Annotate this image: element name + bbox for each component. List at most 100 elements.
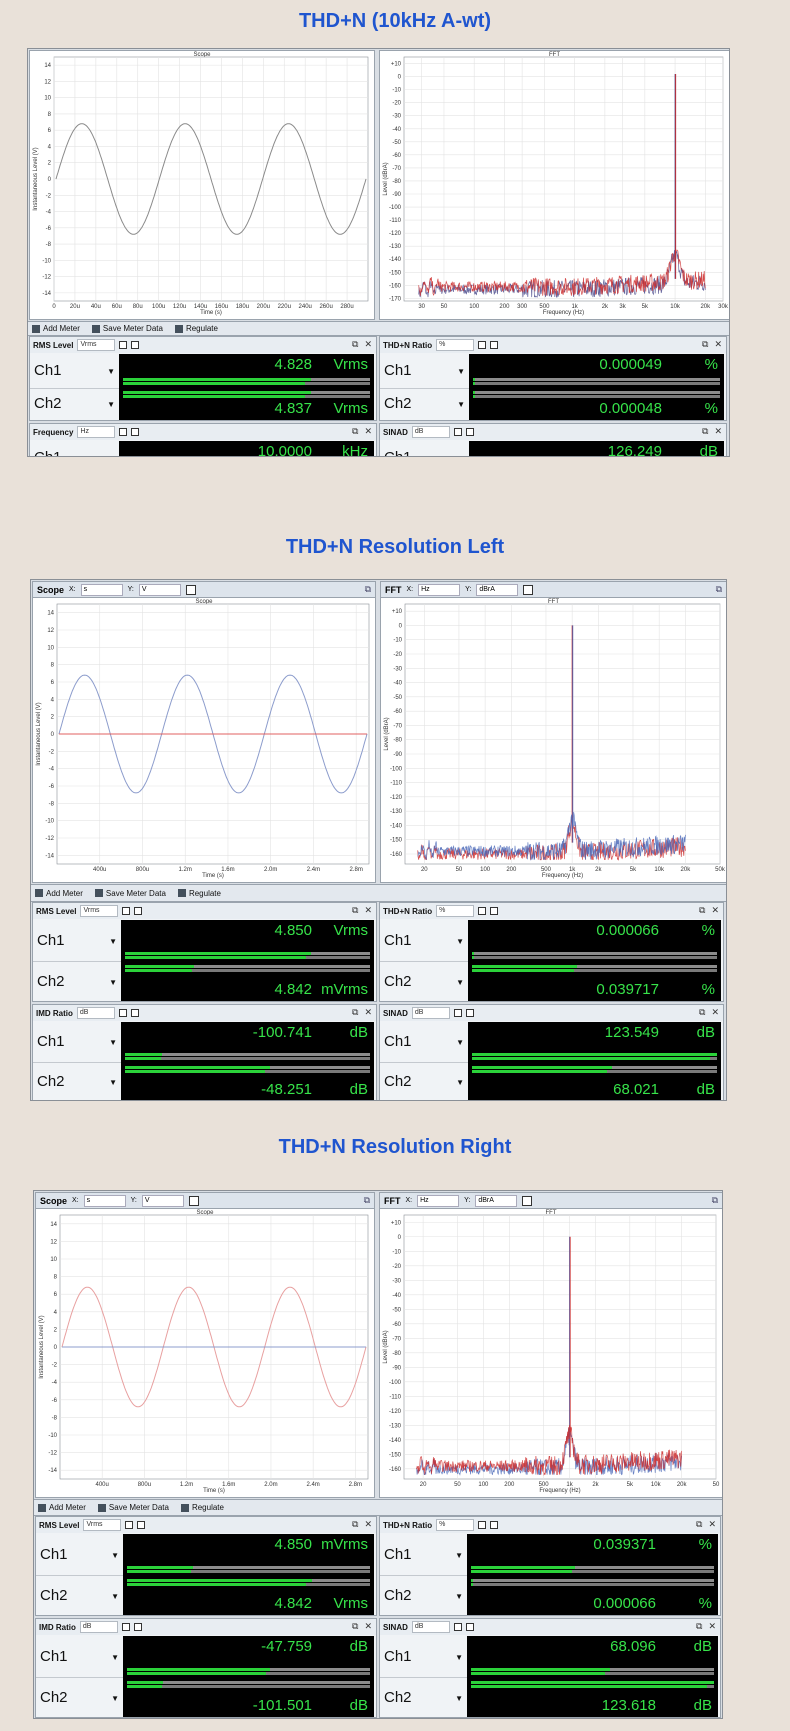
meter-unit-select[interactable]: dB	[76, 1007, 115, 1019]
chevron-down-icon[interactable]: ▼	[111, 1591, 119, 1601]
meter-unit-select[interactable]: dB	[411, 1621, 450, 1633]
x-unit-select[interactable]: s	[83, 1194, 126, 1207]
settings-icon[interactable]	[188, 1195, 199, 1206]
meter-unit-select[interactable]: dB	[411, 426, 450, 438]
meter-unit-select[interactable]: Hz	[77, 426, 116, 438]
save-meter-data-button[interactable]: Save Meter Data	[97, 1503, 169, 1512]
chevron-down-icon[interactable]: ▼	[455, 1652, 463, 1662]
chevron-down-icon[interactable]: ▼	[109, 1038, 117, 1047]
meter-menu-icon[interactable]	[118, 1009, 127, 1017]
regulate-button[interactable]: Regulate	[180, 1503, 224, 1512]
popout-icon[interactable]: ⧉	[363, 1195, 370, 1205]
channel-selector[interactable]: Ch1 ▼	[40, 1648, 119, 1665]
popout-icon[interactable]: ⧉	[702, 339, 709, 349]
popout-icon[interactable]: ⧉	[352, 1007, 359, 1017]
meter-settings-icon[interactable]	[137, 1521, 146, 1529]
channel-selector[interactable]: Ch2 ▼	[34, 395, 115, 412]
add-meter-button[interactable]: Add Meter	[38, 1503, 86, 1512]
channel-selector[interactable]: Ch1 ▼	[384, 1648, 463, 1665]
channel-selector[interactable]: Ch2 ▼	[384, 1689, 463, 1706]
chevron-down-icon[interactable]: ▼	[456, 977, 464, 987]
close-icon[interactable]: ✕	[711, 905, 719, 915]
close-icon[interactable]: ✕	[708, 1621, 716, 1631]
close-icon[interactable]: ✕	[714, 426, 722, 436]
chevron-down-icon[interactable]: ▼	[107, 454, 115, 456]
channel-selector[interactable]: Ch2 ▼	[384, 1073, 464, 1090]
chevron-down-icon[interactable]: ▼	[457, 366, 465, 376]
meter-settings-icon[interactable]	[134, 907, 143, 915]
x-unit-select[interactable]: s	[80, 583, 123, 596]
popout-icon[interactable]: ⧉	[699, 905, 706, 915]
chevron-down-icon[interactable]: ▼	[109, 936, 117, 946]
chevron-down-icon[interactable]: ▼	[456, 1078, 464, 1087]
chevron-down-icon[interactable]: ▼	[111, 1550, 119, 1560]
close-icon[interactable]: ✕	[364, 905, 372, 915]
close-icon[interactable]: ✕	[364, 1007, 372, 1017]
popout-icon[interactable]: ⧉	[352, 905, 359, 915]
channel-selector[interactable]: Ch1 ▼	[384, 932, 464, 949]
popout-icon[interactable]: ⧉	[696, 1621, 703, 1631]
channel-selector[interactable]: Ch1 ▼	[384, 449, 465, 456]
meter-settings-icon[interactable]	[490, 341, 499, 349]
close-icon[interactable]: ✕	[364, 1621, 372, 1631]
chevron-down-icon[interactable]: ▼	[455, 1591, 463, 1601]
regulate-button[interactable]: Regulate	[177, 889, 221, 898]
popout-icon[interactable]: ⧉	[352, 339, 359, 349]
chevron-down-icon[interactable]: ▼	[107, 366, 115, 376]
regulate-button[interactable]: Regulate	[174, 324, 218, 333]
popout-icon[interactable]: ⧉	[696, 1519, 703, 1529]
meter-menu-icon[interactable]	[453, 1009, 462, 1017]
channel-selector[interactable]: Ch2 ▼	[37, 1073, 117, 1090]
channel-selector[interactable]: Ch2 ▼	[384, 395, 465, 412]
meter-menu-icon[interactable]	[478, 1521, 487, 1529]
settings-icon[interactable]	[185, 584, 196, 595]
popout-icon[interactable]: ⧉	[699, 1007, 706, 1017]
x-unit-select[interactable]: Hz	[418, 583, 461, 596]
meter-menu-icon[interactable]	[453, 1623, 462, 1631]
channel-selector[interactable]: Ch1 ▼	[37, 932, 117, 949]
chevron-down-icon[interactable]: ▼	[107, 400, 115, 410]
meter-settings-icon[interactable]	[490, 907, 499, 915]
channel-selector[interactable]: Ch1 ▼	[40, 1546, 119, 1563]
popout-icon[interactable]: ⧉	[711, 1195, 718, 1205]
channel-selector[interactable]: Ch1 ▼	[34, 449, 115, 456]
settings-icon[interactable]	[522, 1195, 533, 1206]
meter-menu-icon[interactable]	[119, 341, 128, 349]
meter-settings-icon[interactable]	[465, 1009, 474, 1017]
meter-unit-select[interactable]: %	[436, 339, 475, 351]
save-meter-data-button[interactable]: Save Meter Data	[94, 889, 166, 898]
chevron-down-icon[interactable]: ▼	[109, 977, 117, 987]
chevron-down-icon[interactable]: ▼	[456, 1038, 464, 1047]
meter-settings-icon[interactable]	[490, 1521, 499, 1529]
close-icon[interactable]: ✕	[711, 1007, 719, 1017]
x-unit-select[interactable]: Hz	[417, 1194, 460, 1207]
y-unit-select[interactable]: V	[141, 1194, 184, 1207]
popout-icon[interactable]: ⧉	[352, 426, 359, 436]
meter-menu-icon[interactable]	[478, 907, 487, 915]
channel-selector[interactable]: Ch1 ▼	[37, 1033, 117, 1050]
meter-unit-select[interactable]: %	[436, 1519, 475, 1531]
close-icon[interactable]: ✕	[364, 426, 372, 436]
popout-icon[interactable]: ⧉	[352, 1621, 359, 1631]
settings-icon[interactable]	[523, 584, 534, 595]
channel-selector[interactable]: Ch2 ▼	[40, 1689, 119, 1706]
meter-settings-icon[interactable]	[133, 1623, 142, 1631]
y-unit-select[interactable]: V	[138, 583, 181, 596]
close-icon[interactable]: ✕	[708, 1519, 716, 1529]
popout-icon[interactable]: ⧉	[715, 584, 722, 594]
meter-unit-select[interactable]: Vrms	[83, 1519, 122, 1531]
meter-settings-icon[interactable]	[130, 1009, 139, 1017]
meter-unit-select[interactable]: Vrms	[80, 905, 119, 917]
meter-menu-icon[interactable]	[125, 1521, 134, 1529]
chevron-down-icon[interactable]: ▼	[455, 1693, 463, 1703]
meter-unit-select[interactable]: %	[436, 905, 475, 917]
chevron-down-icon[interactable]: ▼	[456, 936, 464, 946]
close-icon[interactable]: ✕	[364, 339, 372, 349]
add-meter-button[interactable]: Add Meter	[35, 889, 83, 898]
chevron-down-icon[interactable]: ▼	[109, 1078, 117, 1087]
chevron-down-icon[interactable]: ▼	[111, 1693, 119, 1703]
meter-settings-icon[interactable]	[131, 341, 140, 349]
meter-menu-icon[interactable]	[478, 341, 487, 349]
meter-settings-icon[interactable]	[131, 428, 140, 436]
channel-selector[interactable]: Ch1 ▼	[384, 1033, 464, 1050]
